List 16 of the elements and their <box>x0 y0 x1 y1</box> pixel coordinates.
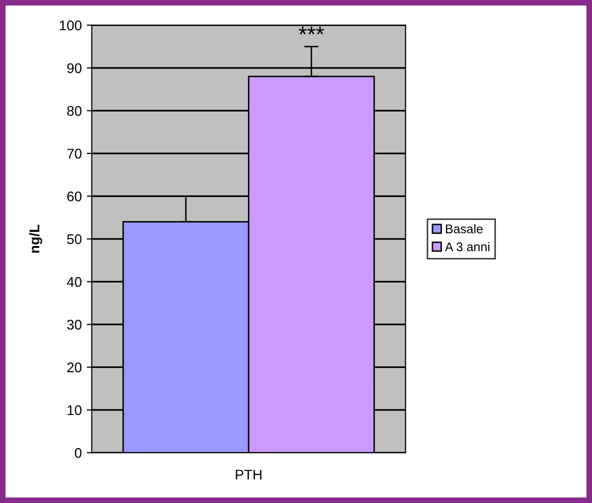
y-tick-label: 60 <box>67 192 82 202</box>
y-tick-label: 90 <box>67 63 82 74</box>
y-tick-label: 20 <box>67 362 82 372</box>
y-tick-label: 10 <box>68 405 82 416</box>
x-tick-label: PTH <box>236 470 262 480</box>
y-tick-label: 40 <box>66 277 82 287</box>
legend-label: Basale <box>446 224 483 234</box>
legend-label: A 3 anni <box>444 242 490 252</box>
y-tick-label: 30 <box>67 320 82 330</box>
y-tick-label: 70 <box>67 148 82 159</box>
y-tick-label: 0 <box>74 448 82 458</box>
y-tick-label: 50 <box>67 234 82 244</box>
annotation: *** <box>298 26 324 34</box>
y-axis-title: ng/L <box>29 224 42 253</box>
y-tick-label: 80 <box>67 106 82 116</box>
y-tick-label: 100 <box>60 20 82 30</box>
